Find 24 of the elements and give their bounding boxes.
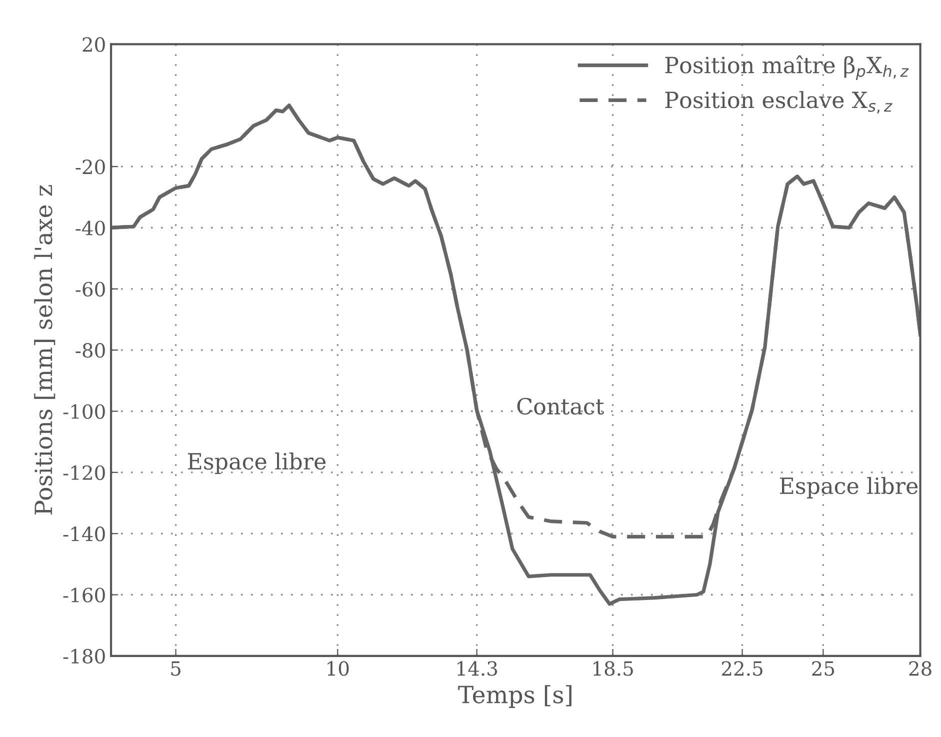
y-tick-label: -140	[63, 526, 105, 542]
x-tick-label: 22.5	[722, 661, 762, 676]
y-tick-label: -80	[76, 343, 105, 358]
x-tick-label: 10	[328, 661, 349, 676]
y-axis-title: Positions [mm] selon l'axe z	[34, 185, 56, 515]
annotation: Contact	[517, 398, 604, 415]
annotation: Espace libre	[780, 476, 918, 498]
y-tick-label: -20	[76, 160, 105, 174]
x-tick-label: 14.3	[458, 661, 498, 676]
y-tick-label: 20	[82, 37, 105, 52]
y-tick-label: -40	[76, 220, 105, 236]
y-tick-label: -160	[63, 588, 105, 602]
y-tick-label: -60	[76, 282, 105, 297]
annotation: Espace libre	[188, 452, 326, 474]
legend-label: Position esclave X$_{s,z}$	[665, 91, 892, 114]
x-tick-label: 5	[171, 661, 180, 676]
y-tick-label: -120	[63, 465, 105, 480]
x-tick-label: 25	[812, 661, 834, 676]
y-tick-label: -100	[63, 404, 105, 419]
legend-label: Position maître β$_{p}$X$_{h,z}$	[665, 55, 909, 80]
x-tick-label: 28	[909, 661, 932, 676]
x-tick-label: 18.5	[594, 661, 633, 676]
x-axis-title: Temps [s]	[458, 685, 572, 708]
y-tick-label: -180	[63, 648, 105, 664]
